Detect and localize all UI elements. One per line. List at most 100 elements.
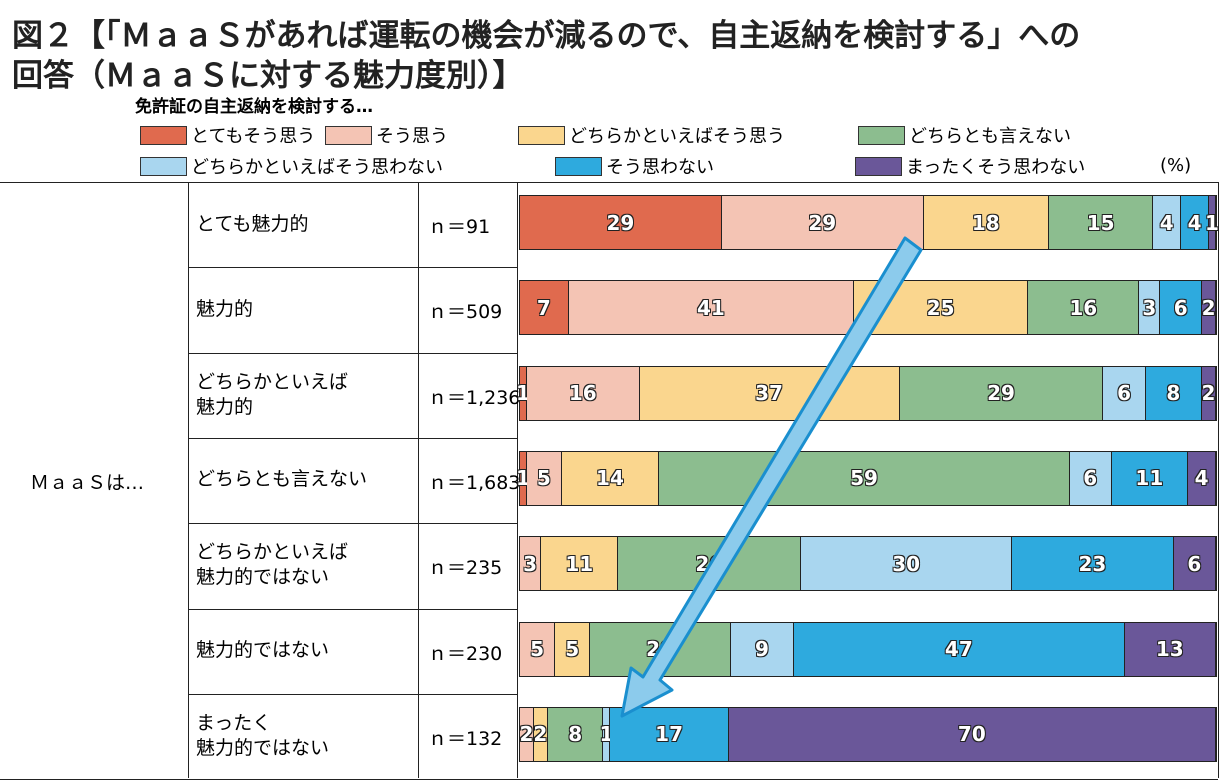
data-label: 6 (1173, 295, 1188, 320)
legend-item: とてもそう思う (140, 122, 315, 148)
divider (1218, 182, 1219, 778)
data-label: 2 (519, 722, 534, 747)
bar-segment: 29 (721, 196, 924, 249)
n-label: ｎ＝235 (428, 557, 503, 580)
legend-item: そう思わない (555, 153, 714, 179)
bar-segment: 4 (1153, 196, 1182, 249)
n-label: ｎ＝509 (428, 301, 503, 324)
bar-segment: 6 (1103, 366, 1146, 420)
data-label: 2 (1201, 295, 1216, 320)
divider (188, 182, 189, 778)
legend-label: まったくそう思わない (906, 157, 1086, 178)
data-label: 14 (596, 466, 624, 491)
bar-segment: 47 (794, 622, 1125, 676)
data-label: 7 (536, 295, 551, 320)
data-label: 15 (1086, 210, 1115, 235)
bar-segment: 16 (1028, 281, 1140, 335)
subtitle: 免許証の自主返納を検討する… (135, 97, 373, 117)
legend-item: まったくそう思わない (855, 153, 1085, 179)
bar-segment: 41 (568, 281, 855, 335)
bar-segment: 16 (527, 366, 640, 420)
data-label: 1 (599, 722, 614, 747)
legend-label: そう思わない (606, 157, 714, 178)
data-label: 11 (1135, 466, 1164, 491)
legend-swatch (518, 125, 565, 145)
divider (418, 182, 419, 778)
bar-segment: 9 (730, 622, 795, 676)
row-divider (188, 523, 518, 525)
legend-item: どちらかといえばそう思わない (140, 153, 443, 179)
row-divider (188, 352, 518, 354)
data-label: 8 (1166, 381, 1181, 406)
data-label: 1 (1204, 210, 1219, 235)
divider (517, 182, 518, 778)
legend-label: どちらかといえばそう思う (569, 126, 785, 147)
bar-segment: 2 (1201, 366, 1216, 420)
data-label: 13 (1155, 637, 1184, 661)
data-label: 4 (1187, 210, 1202, 235)
data-label: 5 (530, 637, 545, 661)
bar-segment: 2 (1201, 281, 1216, 335)
data-label: 6 (1117, 381, 1132, 406)
n-label: ｎ＝1,683 (428, 471, 521, 494)
category-label: どちらかといえば 魅力的ではない (196, 541, 349, 589)
n-label: ｎ＝1,236 (428, 386, 521, 409)
data-label: 8 (568, 722, 583, 747)
bar-segment: 3 (520, 537, 542, 591)
title-line-1: 図２【「ＭａａＳがあれば運転の機会が減るので、自主返納を検討する」への (12, 18, 1081, 54)
bar-segment: 1 (1205, 196, 1219, 249)
bar-segment: 23 (1012, 537, 1174, 591)
title-line-2: 回答（ＭａａＳに対する魅力度別）】 (12, 58, 524, 94)
data-label: 6 (1083, 466, 1098, 491)
data-label: 3 (523, 551, 537, 576)
n-label: ｎ＝230 (428, 642, 503, 665)
data-label: 29 (808, 210, 837, 235)
data-label: 30 (892, 551, 921, 576)
bar-segment: 37 (639, 366, 900, 420)
legend-swatch (140, 156, 187, 176)
legend-item: どちらかといえばそう思う (518, 122, 785, 148)
bar-segment: 14 (561, 451, 660, 505)
category-label: 魅力的ではない (196, 639, 330, 661)
legend-label: どちらとも言えない (909, 126, 1071, 147)
bar-segment: 1 (516, 366, 530, 420)
data-label: 11 (565, 551, 594, 576)
bar-segment: 7 (520, 281, 569, 335)
stacked-bar: 3112630236 (519, 536, 1217, 592)
legend-label: どちらかといえばそう思わない (191, 157, 443, 178)
data-label: 37 (755, 381, 783, 406)
data-label: 18 (971, 210, 1000, 235)
bar-segment: 15 (1048, 196, 1154, 249)
stacked-bar: 2 2 8 1 17 70 (519, 706, 1217, 762)
bar-segment: 3 (1139, 281, 1161, 335)
bar-segment: 29 (899, 366, 1104, 420)
data-label: 5 (565, 637, 580, 661)
data-label: 6 (1187, 551, 1202, 576)
bar-segment: 30 (801, 537, 1013, 591)
bar-segment: 4 (1188, 451, 1216, 505)
row-divider (188, 437, 518, 439)
legend-label: そう思う (376, 126, 448, 147)
bar-segment: 59 (659, 451, 1070, 505)
data-label: 17 (655, 722, 684, 747)
data-label: 41 (696, 295, 725, 320)
unit-label: (%) (1160, 155, 1192, 176)
row-divider (188, 608, 518, 610)
bar-segment: 29 (520, 196, 722, 249)
bar-segment: 6 (1173, 537, 1216, 591)
stacked-bar: 1 5 14 59 6 11 4 (516, 450, 1217, 506)
data-label: 4 (1159, 210, 1174, 235)
bar-segment: 2 (519, 707, 534, 761)
data-label: 9 (755, 637, 769, 661)
bar-segment: 13 (1124, 622, 1216, 676)
bar-segment: 6 (1160, 281, 1203, 335)
row-divider (188, 267, 518, 269)
data-label: 16 (568, 381, 597, 406)
category-label: どちらとも言えない (196, 468, 368, 491)
bar-segment: 6 (1069, 451, 1112, 505)
legend-item: そう思う (325, 122, 448, 148)
data-label: 70 (957, 722, 986, 747)
n-label: ｎ＝91 (428, 216, 491, 238)
data-label: 2 (1201, 381, 1216, 406)
